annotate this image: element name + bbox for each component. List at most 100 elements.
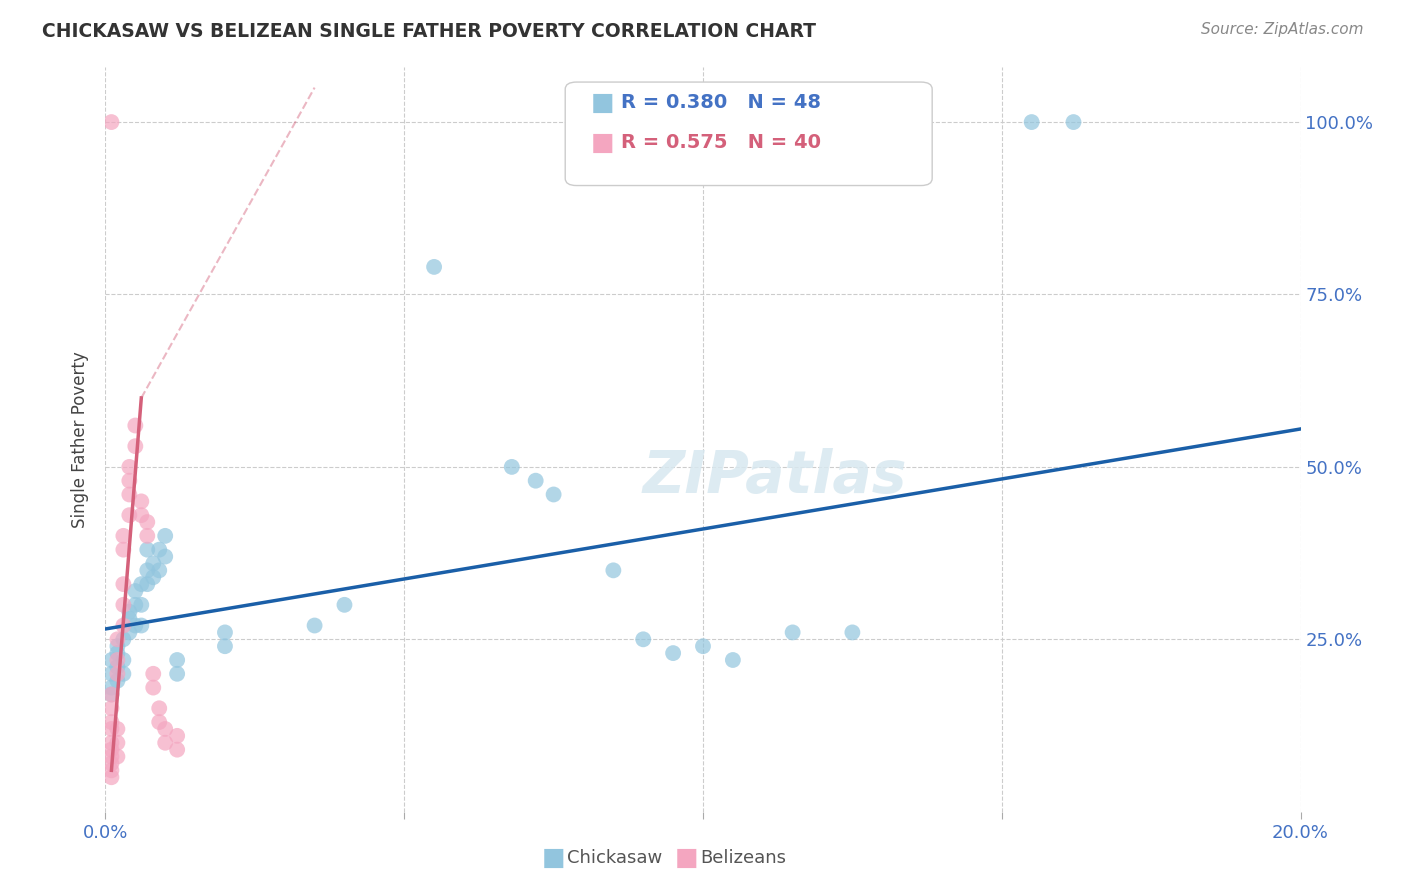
Point — [166, 729, 188, 743]
Point — [112, 542, 135, 557]
Point — [543, 487, 565, 501]
Point — [214, 639, 236, 653]
Point — [155, 549, 177, 564]
Point — [148, 542, 170, 557]
Point — [112, 577, 135, 591]
Point — [107, 639, 129, 653]
Point — [100, 701, 122, 715]
Point — [100, 756, 122, 771]
Point — [136, 563, 159, 577]
Point — [142, 681, 165, 695]
Point — [166, 653, 188, 667]
Point — [1063, 115, 1085, 129]
Point — [124, 584, 146, 599]
Point — [841, 625, 863, 640]
Point — [107, 736, 129, 750]
Point — [155, 722, 177, 736]
Point — [100, 749, 122, 764]
Point — [124, 618, 146, 632]
Point — [100, 770, 122, 784]
Point — [692, 639, 714, 653]
Text: R = 0.575   N = 40: R = 0.575 N = 40 — [621, 133, 821, 153]
Point — [118, 487, 141, 501]
Point — [633, 632, 655, 647]
Point — [118, 625, 141, 640]
Point — [100, 681, 122, 695]
Point — [129, 494, 153, 508]
Point — [129, 508, 153, 523]
Point — [100, 722, 122, 736]
Point — [148, 563, 170, 577]
Point — [782, 625, 804, 640]
Text: CHICKASAW VS BELIZEAN SINGLE FATHER POVERTY CORRELATION CHART: CHICKASAW VS BELIZEAN SINGLE FATHER POVE… — [42, 22, 815, 41]
Point — [136, 529, 159, 543]
Point — [124, 418, 146, 433]
Point — [107, 632, 129, 647]
Text: Chickasaw: Chickasaw — [567, 849, 662, 867]
Text: ■: ■ — [541, 847, 565, 870]
Point — [100, 688, 122, 702]
Point — [1021, 115, 1043, 129]
Point — [107, 660, 129, 674]
Point — [136, 515, 159, 529]
Point — [107, 673, 129, 688]
Text: R = 0.380   N = 48: R = 0.380 N = 48 — [621, 93, 821, 112]
Point — [124, 598, 146, 612]
Point — [304, 618, 326, 632]
Point — [107, 646, 129, 660]
Point — [112, 529, 135, 543]
Point — [112, 598, 135, 612]
Point — [107, 666, 129, 681]
Point — [423, 260, 446, 274]
Point — [118, 459, 141, 474]
Point — [118, 474, 141, 488]
Point — [142, 570, 165, 584]
Point — [112, 632, 135, 647]
Text: Belizeans: Belizeans — [700, 849, 786, 867]
Point — [107, 722, 129, 736]
Point — [100, 688, 122, 702]
Y-axis label: Single Father Poverty: Single Father Poverty — [72, 351, 90, 528]
Point — [155, 736, 177, 750]
Text: Source: ZipAtlas.com: Source: ZipAtlas.com — [1201, 22, 1364, 37]
Point — [166, 666, 188, 681]
Point — [100, 666, 122, 681]
Point — [107, 749, 129, 764]
Text: ■: ■ — [591, 131, 614, 154]
Point — [602, 563, 624, 577]
Point — [112, 653, 135, 667]
Point — [100, 653, 122, 667]
Point — [333, 598, 356, 612]
Point — [524, 474, 547, 488]
Point — [148, 701, 170, 715]
Point — [136, 542, 159, 557]
Point — [721, 653, 744, 667]
Point — [214, 625, 236, 640]
Point — [100, 714, 122, 729]
Point — [148, 714, 170, 729]
Point — [129, 618, 153, 632]
Point — [155, 529, 177, 543]
Point — [129, 598, 153, 612]
Text: ■: ■ — [591, 91, 614, 114]
Point — [129, 577, 153, 591]
Text: ■: ■ — [675, 847, 699, 870]
Point — [118, 605, 141, 619]
Point — [112, 666, 135, 681]
Point — [142, 557, 165, 571]
Point — [100, 764, 122, 778]
Text: ZIPatlas: ZIPatlas — [643, 448, 907, 505]
Point — [107, 653, 129, 667]
Point — [166, 742, 188, 756]
Point — [118, 508, 141, 523]
Point — [100, 736, 122, 750]
Point — [124, 439, 146, 453]
Point — [112, 618, 135, 632]
Point — [100, 115, 122, 129]
Point — [100, 742, 122, 756]
Point — [136, 577, 159, 591]
Point — [118, 612, 141, 626]
Point — [501, 459, 523, 474]
Point — [142, 666, 165, 681]
Point — [662, 646, 685, 660]
